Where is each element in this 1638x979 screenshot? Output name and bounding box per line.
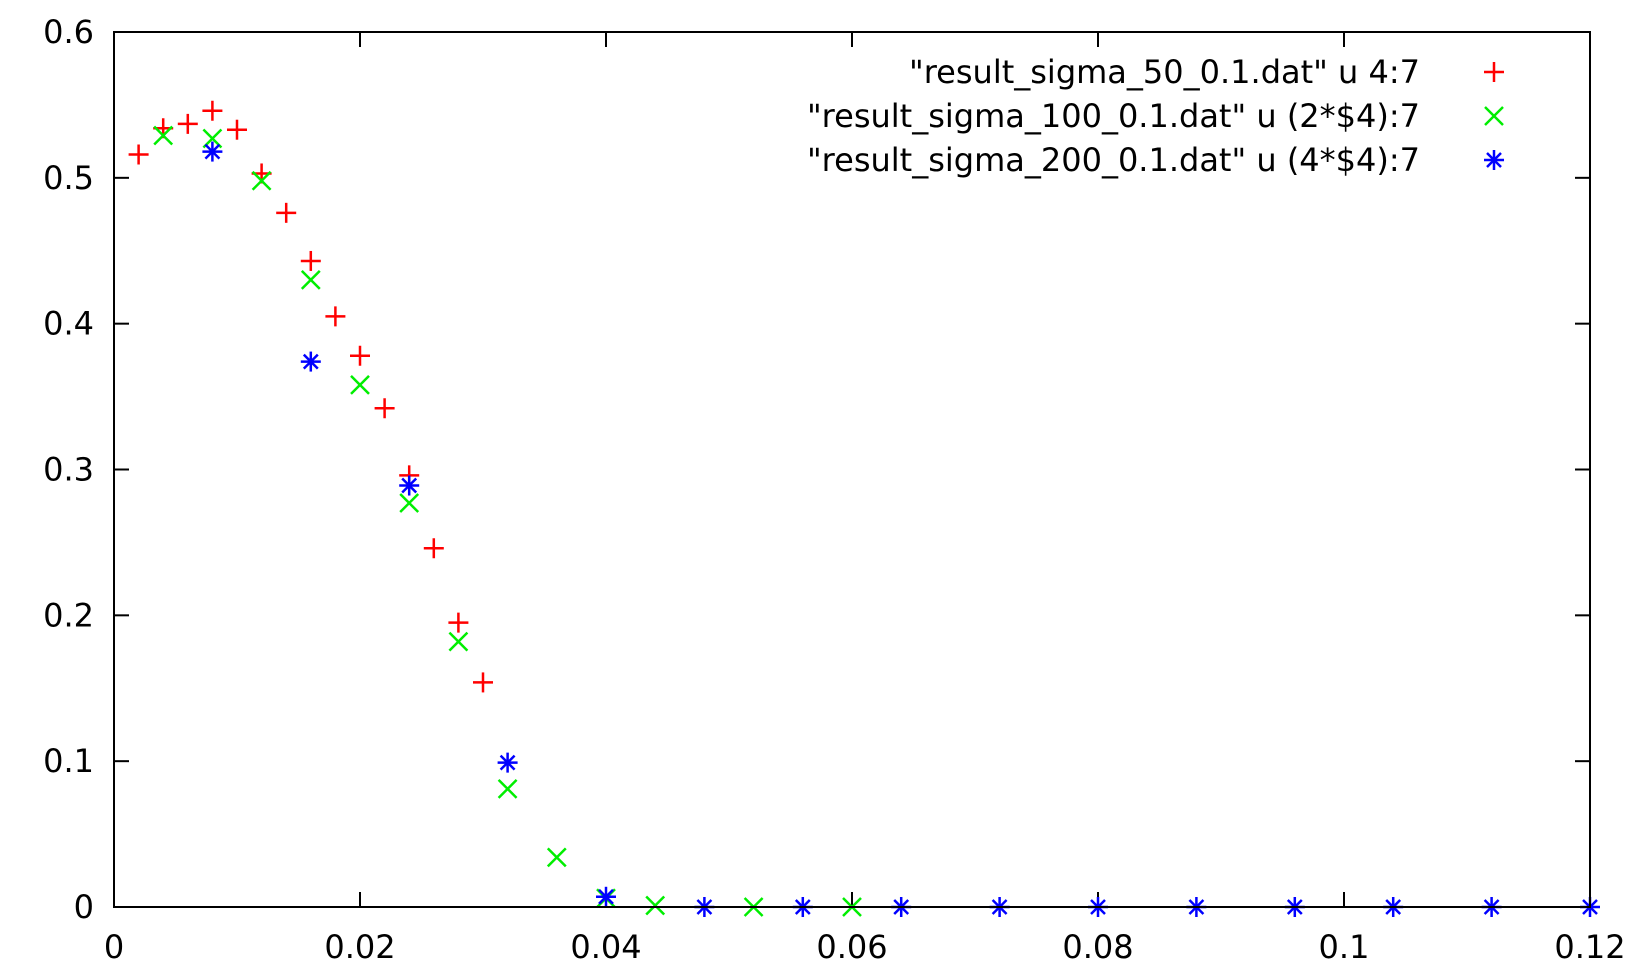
data-point xyxy=(300,351,321,372)
data-point xyxy=(374,398,395,419)
data-point xyxy=(448,631,469,652)
y-tick-label: 0.4 xyxy=(43,305,94,343)
data-point xyxy=(448,612,469,633)
data-point xyxy=(350,345,370,366)
data-point xyxy=(276,202,297,223)
data-point xyxy=(399,493,420,513)
y-tick-label: 0 xyxy=(74,888,94,926)
data-point xyxy=(177,113,198,134)
x-tick-label: 0.02 xyxy=(324,928,395,966)
data-point xyxy=(497,752,518,773)
data-point xyxy=(399,475,420,496)
y-tick-label: 0.5 xyxy=(43,159,94,197)
data-point xyxy=(128,144,149,165)
y-tick-label: 0.6 xyxy=(43,13,94,51)
data-point xyxy=(153,125,174,146)
data-point xyxy=(202,100,223,121)
x-tick-label: 0 xyxy=(104,928,124,966)
legend-label: "result_sigma_200_0.1.dat" u (4*$4):7 xyxy=(807,141,1420,179)
plot-frame xyxy=(113,31,1591,908)
legend-label: "result_sigma_100_0.1.dat" u (2*$4):7 xyxy=(807,97,1420,135)
data-point xyxy=(300,270,321,290)
legend: "result_sigma_50_0.1.dat" u 4:7 "result_s… xyxy=(807,53,1504,179)
data-point xyxy=(350,375,370,395)
data-point xyxy=(325,306,346,327)
data-point xyxy=(202,141,223,162)
legend-marker xyxy=(1484,106,1504,126)
y-tick-label: 0.2 xyxy=(43,596,94,634)
x-tick-label: 0.08 xyxy=(1062,928,1133,966)
data-point xyxy=(227,119,247,140)
axis-tick-labels: 0 0.02 0.04 0.06 0.08 0.1 0.12 0 0.1 0.2 0.3 0.4 0.5… xyxy=(43,13,1626,966)
x-tick-label: 0.04 xyxy=(570,928,641,966)
y-tick-label: 0.1 xyxy=(43,742,94,780)
data-point xyxy=(423,538,444,559)
data-point xyxy=(645,895,666,916)
legend-label: "result_sigma_50_0.1.dat" u 4:7 xyxy=(909,53,1420,91)
data-point xyxy=(473,672,493,693)
data-point xyxy=(300,250,321,271)
y-tick-label: 0.3 xyxy=(43,451,94,489)
data-point xyxy=(596,886,616,907)
x-tick-label: 0.1 xyxy=(1319,928,1370,966)
data-point xyxy=(546,847,567,868)
legend-marker xyxy=(1484,62,1504,82)
data-point xyxy=(497,778,518,799)
legend-marker xyxy=(1484,150,1504,170)
data-point xyxy=(251,170,272,191)
x-tick-label: 0.06 xyxy=(816,928,887,966)
x-tick-label: 0.12 xyxy=(1554,928,1625,966)
